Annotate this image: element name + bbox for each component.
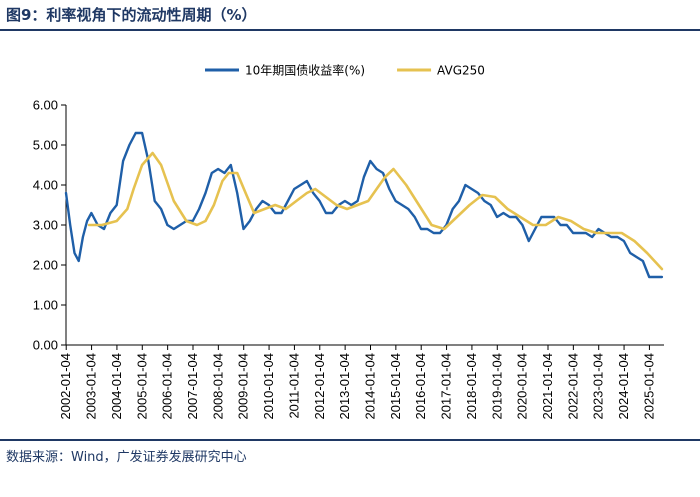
- x-tick-label: 2004-01-04: [109, 353, 124, 420]
- series-line-avg250: [87, 151, 664, 271]
- legend-label-10y-yield: 10年期国债收益率(%): [245, 63, 365, 78]
- x-tick-label: 2008-01-04: [210, 353, 225, 420]
- legend-label-avg250: AVG250: [437, 64, 485, 78]
- x-tick-label: 2009-01-04: [236, 353, 251, 420]
- x-tick-label: 2003-01-04: [84, 353, 99, 420]
- title-rule: [0, 29, 700, 31]
- x-tick-label: 2017-01-04: [439, 353, 454, 420]
- x-tick-label: 2018-01-04: [464, 353, 479, 420]
- x-tick-label: 2019-01-04: [489, 353, 504, 420]
- x-tick-label: 2014-01-04: [362, 353, 377, 420]
- chart-lines: [64, 131, 664, 279]
- series-line-10y-yield: [64, 131, 664, 279]
- y-tick-label: 6.00: [33, 98, 58, 113]
- x-tick-label: 2002-01-04: [58, 353, 73, 420]
- line-chart: 10年期国债收益率(%) AVG250 0.00 1.00 2.00 3.00 4.00 5…: [33, 63, 664, 420]
- x-tick-label: 2022-01-04: [565, 353, 580, 420]
- source-rule: [0, 439, 700, 441]
- x-tick-label: 2007-01-04: [185, 353, 200, 420]
- x-tick-label: 2010-01-04: [261, 353, 276, 420]
- y-tick-label: 4.00: [33, 178, 58, 193]
- x-tick-label: 2013-01-04: [337, 353, 352, 420]
- x-tick-label: 2011-01-04: [286, 353, 301, 419]
- chart-axes: 0.00 1.00 2.00 3.00 4.00 5.00 6.00 2002-01-04 20…: [33, 98, 664, 420]
- x-tick-label: 2016-01-04: [413, 353, 428, 420]
- x-tick-label: 2012-01-04: [312, 353, 327, 420]
- x-tick-label: 2020-01-04: [515, 353, 530, 420]
- x-tick-label: 2005-01-04: [134, 353, 149, 420]
- source-note: 数据来源：Wind，广发证券发展研究中心: [6, 450, 247, 465]
- y-tick-label: 2.00: [33, 258, 58, 273]
- y-tick-label: 0.00: [33, 338, 58, 353]
- x-tick-label: 2024-01-04: [616, 353, 631, 420]
- x-tick-label: 2021-01-04: [540, 353, 555, 420]
- y-tick-label: 1.00: [33, 298, 58, 313]
- x-tick-label: 2023-01-04: [591, 353, 606, 420]
- x-tick-label: 2006-01-04: [160, 353, 175, 420]
- x-tick-label: 2015-01-04: [388, 353, 403, 420]
- y-tick-label: 3.00: [33, 218, 58, 233]
- y-tick-label: 5.00: [33, 138, 58, 153]
- chart-legend: 10年期国债收益率(%) AVG250: [205, 63, 485, 78]
- figure-title: 图9：利率视角下的流动性周期（%）: [6, 6, 257, 24]
- x-tick-label: 2025-01-04: [641, 353, 656, 420]
